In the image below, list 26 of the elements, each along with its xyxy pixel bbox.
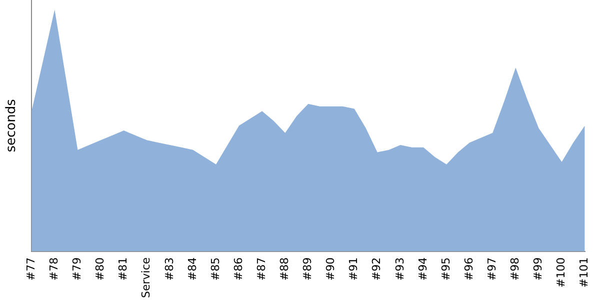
- x-tick-label: #78: [48, 257, 61, 281]
- x-tick-label: #100: [554, 257, 568, 288]
- x-tick-label: #87: [254, 257, 268, 281]
- x-tick-label: #92: [370, 257, 384, 281]
- x-tick-label: #89: [301, 257, 314, 281]
- x-tick-label: #85: [208, 257, 222, 281]
- x-tick-label: #99: [532, 257, 545, 281]
- x-tick-label: #98: [508, 257, 522, 281]
- x-tick-label: #90: [324, 257, 338, 281]
- x-tick-label: #84: [186, 257, 199, 281]
- x-tick-label: #96: [462, 257, 476, 281]
- x-tick-label: #97: [485, 257, 498, 281]
- x-tick-label: #86: [232, 257, 245, 281]
- x-tick-label: #88: [278, 257, 292, 281]
- x-tick-label: Service: [140, 257, 153, 298]
- x-tick-label: #80: [94, 257, 107, 281]
- x-tick-label: #91: [347, 257, 360, 281]
- x-tick-label: #83: [162, 257, 176, 281]
- x-tick-label: #93: [393, 257, 406, 281]
- x-tick-label: #79: [70, 257, 84, 281]
- x-tick-label: #101: [578, 257, 591, 288]
- x-tick-label: #95: [439, 257, 452, 281]
- x-tick-label: #94: [416, 257, 430, 281]
- x-tick-label: #81: [116, 257, 130, 281]
- x-tick-label: #77: [24, 257, 38, 281]
- y-axis-title: seconds: [4, 98, 20, 152]
